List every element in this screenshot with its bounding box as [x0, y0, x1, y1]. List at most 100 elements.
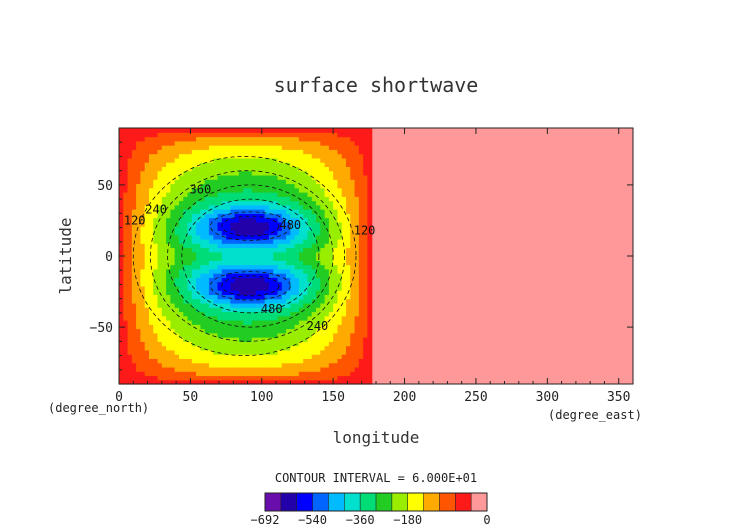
field-cell	[187, 187, 193, 193]
field-cell	[320, 238, 326, 244]
field-cell	[354, 320, 360, 325]
field-cell	[166, 264, 171, 270]
field-cell	[273, 174, 279, 180]
field-cell	[367, 277, 373, 283]
field-cell	[144, 128, 150, 133]
field-cell	[337, 217, 343, 223]
field-cell	[200, 213, 206, 219]
field-cell	[191, 128, 197, 133]
field-cell	[127, 294, 133, 300]
field-cell	[350, 166, 356, 172]
field-cell	[346, 285, 351, 291]
field-cell	[251, 307, 257, 313]
field-cell	[208, 298, 214, 304]
field-cell	[200, 264, 206, 270]
field-cell	[127, 320, 133, 325]
field-cell	[281, 260, 287, 266]
field-cell	[238, 311, 244, 317]
field-cell	[286, 226, 291, 231]
field-cell	[307, 200, 313, 206]
field-cell	[187, 217, 193, 223]
colorbar-label: −360	[346, 513, 375, 527]
field-cell	[286, 315, 291, 321]
field-cell	[367, 179, 373, 185]
field-cell	[187, 273, 193, 278]
field-cell	[191, 145, 197, 150]
field-cell	[320, 273, 326, 278]
field-cell	[290, 149, 296, 155]
field-cell	[178, 179, 184, 185]
field-cell	[273, 294, 279, 300]
field-cell	[238, 162, 244, 167]
field-cell	[170, 132, 176, 138]
field-cell	[170, 145, 176, 150]
field-cell	[166, 324, 171, 330]
field-cell	[183, 264, 189, 270]
field-cell	[268, 192, 274, 197]
field-cell	[136, 328, 142, 334]
field-cell	[226, 145, 231, 150]
field-cell	[354, 243, 360, 249]
field-cell	[153, 217, 159, 223]
field-cell	[260, 268, 266, 274]
field-cell	[191, 140, 197, 146]
field-cell	[311, 264, 317, 270]
field-cell	[320, 264, 326, 270]
field-cell	[170, 166, 176, 172]
field-cell	[174, 217, 180, 223]
field-cell	[123, 341, 129, 347]
field-cell	[200, 337, 206, 342]
field-cell	[174, 285, 180, 291]
field-cell	[281, 192, 287, 197]
field-cell	[328, 166, 334, 172]
field-cell	[277, 145, 283, 150]
field-cell	[196, 328, 201, 334]
field-cell	[187, 192, 193, 197]
field-cell	[363, 264, 369, 270]
field-cell	[127, 371, 133, 377]
field-cell	[316, 302, 321, 308]
field-cell	[131, 307, 137, 313]
field-cell	[337, 183, 343, 189]
field-cell	[264, 238, 270, 244]
field-cell	[170, 371, 176, 377]
field-cell	[200, 217, 206, 223]
field-cell	[367, 247, 373, 253]
field-cell	[230, 302, 236, 308]
field-cell	[320, 192, 326, 197]
field-cell	[307, 174, 313, 180]
field-cell	[161, 354, 167, 359]
field-cell	[191, 149, 197, 155]
field-cell	[341, 166, 347, 172]
field-cell	[123, 281, 129, 287]
field-cell	[333, 281, 339, 287]
field-cell	[226, 170, 231, 176]
field-cell	[123, 379, 129, 385]
field-cell	[247, 320, 253, 325]
field-cell	[298, 166, 304, 172]
field-cell	[260, 277, 266, 283]
field-cell	[354, 298, 360, 304]
field-cell	[226, 196, 231, 202]
field-cell	[307, 307, 313, 313]
field-cell	[119, 157, 124, 163]
field-cell	[230, 213, 236, 219]
field-cell	[363, 162, 369, 167]
field-cell	[217, 341, 223, 347]
field-cell	[119, 298, 124, 304]
field-cell	[273, 226, 279, 231]
field-cell	[226, 153, 231, 159]
field-cell	[273, 238, 279, 244]
field-cell	[234, 251, 240, 257]
field-cell	[174, 277, 180, 283]
field-cell	[324, 268, 330, 274]
field-cell	[367, 294, 373, 300]
field-cell	[196, 366, 201, 372]
field-cell	[320, 128, 326, 133]
field-cell	[157, 311, 163, 317]
field-cell	[273, 192, 279, 197]
field-cell	[148, 234, 154, 240]
field-cell	[157, 264, 163, 270]
field-cell	[268, 196, 274, 202]
field-cell	[358, 217, 364, 223]
